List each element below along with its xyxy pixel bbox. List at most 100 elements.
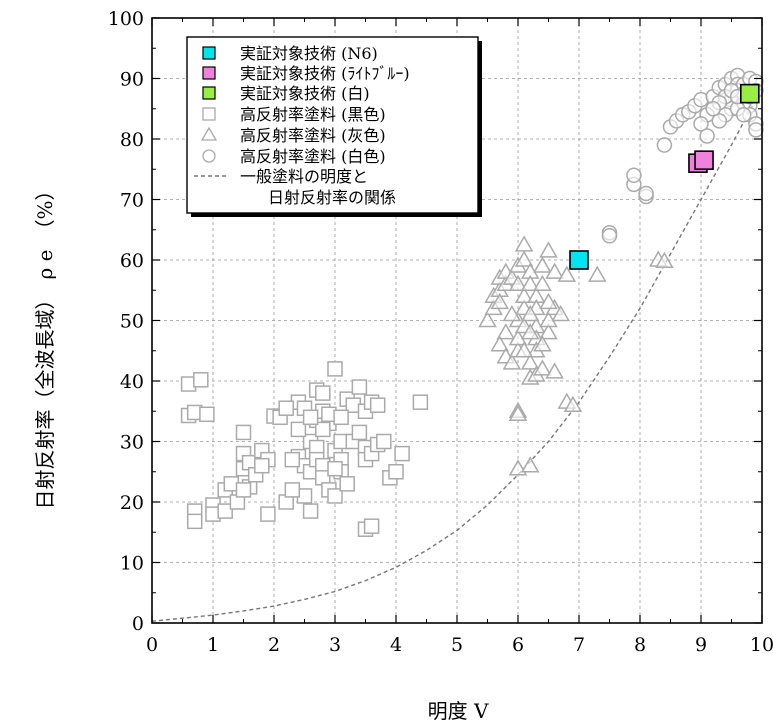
data-point <box>638 185 654 202</box>
data-point <box>260 506 276 522</box>
data-point <box>563 395 583 412</box>
legend-label: 高反射率塗料 (灰色) <box>240 126 386 145</box>
data-point <box>539 323 558 340</box>
legend-label: 高反射率塗料 (白色) <box>240 147 386 166</box>
x-tick-label: 10 <box>750 634 773 656</box>
data-point <box>502 353 522 370</box>
y-tick-label: 50 <box>120 311 144 333</box>
data-point <box>735 107 752 123</box>
data-point <box>569 250 589 270</box>
y-tick-labels: 0 10 20 30 40 50 60 70 80 90 100 <box>108 8 144 635</box>
data-point <box>514 341 534 358</box>
grid-lines <box>152 18 762 623</box>
data-point <box>351 379 368 395</box>
data-point <box>601 228 618 244</box>
data-point <box>339 476 355 492</box>
legend-swatch <box>202 149 216 163</box>
data-point <box>284 451 301 468</box>
y-tick-label: 60 <box>120 250 144 272</box>
data-point <box>514 235 534 252</box>
y-tick-label: 30 <box>120 432 144 454</box>
y-axis-title: 日射反射率（全波長域） ρ e （%） <box>33 181 57 510</box>
x-axis-title: 明度 V <box>428 699 489 723</box>
data-point <box>656 137 673 153</box>
legend-swatch <box>202 66 216 80</box>
x-tick-label: 1 <box>207 634 219 656</box>
data-point <box>327 488 343 504</box>
x-tick-label: 8 <box>634 634 646 656</box>
data-point <box>539 241 558 258</box>
data-point <box>739 83 760 104</box>
data-point <box>545 262 564 279</box>
data-point <box>508 404 528 422</box>
data-point <box>327 460 343 477</box>
data-point <box>533 335 552 352</box>
y-tick-label: 70 <box>120 190 144 212</box>
data-point <box>693 116 709 132</box>
data-point <box>533 274 552 291</box>
data-point <box>478 310 497 328</box>
x-tick-label: 4 <box>390 634 402 656</box>
data-point <box>351 424 368 441</box>
data-point <box>514 250 534 267</box>
data-point <box>388 464 404 480</box>
legend-box <box>186 36 479 214</box>
data-point <box>302 409 319 426</box>
data-point <box>235 424 252 441</box>
data-point <box>705 101 721 117</box>
data-point <box>694 150 714 170</box>
data-point <box>199 406 215 423</box>
data-point <box>327 361 343 377</box>
legend-label: 実証対象技術 (ﾗｲﾄﾌﾞﾙｰ) <box>240 64 410 83</box>
legend-swatch <box>202 46 216 60</box>
data-point <box>533 359 552 376</box>
y-tick-label: 100 <box>108 8 144 30</box>
data-points <box>180 67 764 537</box>
axis-ticks <box>151 17 763 624</box>
legend: 実証対象技術 (N6)実証対象技術 (ﾗｲﾄﾌﾞﾙｰ)実証対象技術 (白) 高反射… <box>186 36 482 217</box>
legend-label: 日射反射率の関係 <box>268 188 396 207</box>
data-point <box>520 304 540 322</box>
legend-label: 一般塗料の明度と <box>240 167 368 186</box>
data-point <box>545 362 564 379</box>
legend-label: 実証対象技術 (白) <box>240 84 370 103</box>
data-point <box>376 433 392 450</box>
x-tick-label: 3 <box>329 634 341 656</box>
legend-label: 実証対象技術 (N6) <box>240 44 378 63</box>
data-point <box>394 445 410 462</box>
data-point <box>302 503 319 519</box>
data-point <box>412 394 429 410</box>
x-tick-label: 6 <box>512 634 524 656</box>
data-point <box>520 323 540 340</box>
data-point <box>539 292 558 310</box>
legend-swatch <box>202 86 216 100</box>
y-tick-label: 40 <box>120 371 144 393</box>
data-point <box>508 274 528 291</box>
x-tick-label: 5 <box>451 634 463 656</box>
data-point <box>533 256 552 273</box>
data-point <box>626 167 642 184</box>
data-point <box>490 292 509 310</box>
data-point <box>711 113 728 129</box>
y-tick-label: 80 <box>120 129 144 151</box>
x-tick-label: 2 <box>268 634 280 656</box>
legend-label: 高反射率塗料 (黒色) <box>240 105 386 124</box>
y-tick-label: 20 <box>120 492 144 514</box>
y-tick-label: 90 <box>120 69 144 91</box>
data-point <box>363 518 380 534</box>
data-point <box>186 513 203 530</box>
data-point <box>315 385 331 401</box>
y-tick-label: 0 <box>132 613 144 635</box>
reference-curve <box>151 87 763 622</box>
data-point <box>520 274 540 291</box>
data-point <box>655 251 674 268</box>
x-tick-labels: 0 1 2 3 4 5 6 7 8 9 10 <box>146 634 773 656</box>
data-point <box>699 128 715 144</box>
data-point <box>315 421 331 438</box>
reference-curve-layer <box>151 87 763 622</box>
data-point <box>502 304 522 322</box>
data-point <box>490 335 509 352</box>
data-point <box>588 265 607 282</box>
data-point <box>333 409 349 426</box>
